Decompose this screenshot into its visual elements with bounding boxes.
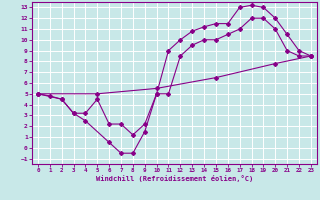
X-axis label: Windchill (Refroidissement éolien,°C): Windchill (Refroidissement éolien,°C) [96,175,253,182]
